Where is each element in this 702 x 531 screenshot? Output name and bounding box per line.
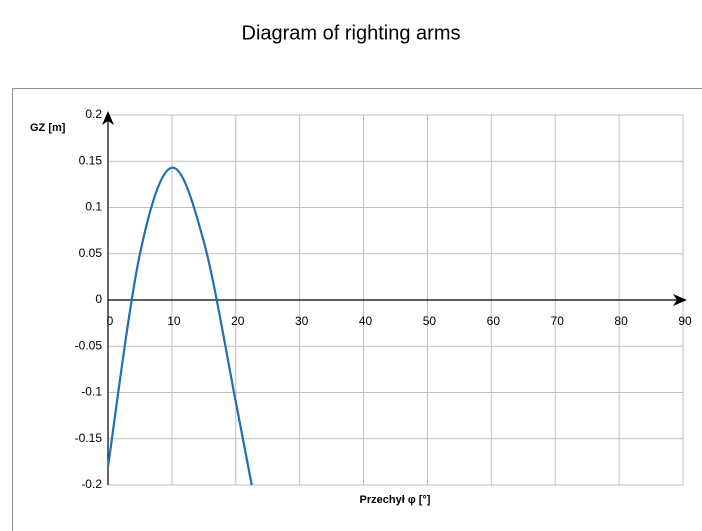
x-tick-label: 70 — [551, 314, 565, 328]
x-tick-label: 50 — [423, 314, 437, 328]
y-tick-label: -0.2 — [81, 477, 102, 491]
chart-border — [12, 88, 702, 531]
y-tick-label: 0 — [95, 292, 102, 306]
x-tick-label: 80 — [614, 314, 628, 328]
y-tick-label: 0.15 — [79, 153, 103, 167]
y-tick-label: -0.15 — [75, 431, 103, 445]
x-axis-arrow — [673, 294, 687, 306]
x-tick-label: 40 — [359, 314, 373, 328]
y-axis-label: GZ [m] — [30, 122, 66, 134]
y-tick-label: 0.1 — [85, 200, 102, 214]
line-series — [106, 166, 253, 486]
y-axis-arrow — [102, 111, 114, 125]
y-tick-label: -0.05 — [75, 338, 103, 352]
x-tick-label: 90 — [678, 314, 692, 328]
y-tick-label: 0.05 — [79, 246, 103, 260]
x-tick-label: 10 — [167, 314, 181, 328]
x-tick-label: 20 — [231, 314, 245, 328]
x-tick-label: 60 — [487, 314, 501, 328]
x-tick-label: 0 — [107, 314, 114, 328]
chart-title: Diagram of righting arms — [242, 22, 461, 44]
x-axis-label: Przechył φ [°] — [360, 494, 431, 506]
y-tick-label: -0.1 — [81, 385, 102, 399]
y-tick-label: 0.2 — [85, 107, 102, 121]
x-tick-label: 30 — [295, 314, 309, 328]
